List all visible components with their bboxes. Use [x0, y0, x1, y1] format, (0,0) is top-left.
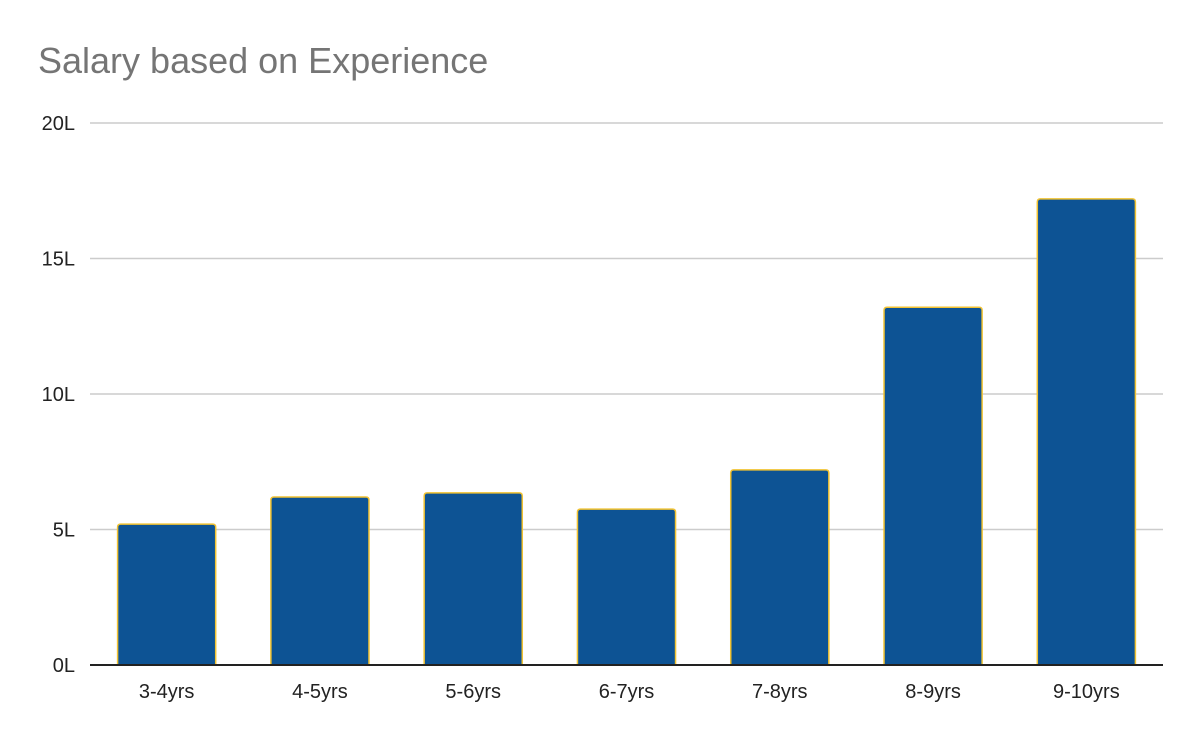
y-tick-label: 20L: [42, 113, 75, 135]
x-tick-label: 5-6yrs: [445, 681, 501, 703]
bar-5-6yrs: [423, 492, 524, 666]
x-tick-label: 9-10yrs: [1053, 681, 1120, 703]
chart-title: Salary based on Experience: [38, 40, 489, 81]
bar-3-4yrs: [116, 523, 217, 666]
y-axis-tick-labels: 0L 5L 10L 15L 20L: [42, 113, 75, 677]
bar-9-10yrs: [1036, 198, 1137, 666]
x-tick-label: 6-7yrs: [599, 681, 655, 703]
x-tick-label: 8-9yrs: [905, 681, 961, 703]
bar-6-7yrs: [576, 508, 677, 666]
bar-7-8yrs: [729, 469, 830, 666]
y-tick-label: 15L: [42, 249, 75, 271]
x-tick-label: 3-4yrs: [139, 681, 195, 703]
x-axis-tick-labels: 3-4yrs 4-5yrs 5-6yrs 6-7yrs 7-8yrs 8-9yrs 9-10…: [139, 681, 1120, 703]
y-tick-label: 0L: [53, 655, 75, 677]
x-tick-label: 4-5yrs: [292, 681, 348, 703]
bar-8-9yrs: [883, 306, 983, 666]
y-tick-label: 10L: [42, 384, 75, 406]
bars: [116, 198, 1137, 666]
bar-4-5yrs: [270, 496, 370, 666]
x-tick-label: 7-8yrs: [752, 681, 808, 703]
gridlines: [90, 122, 1163, 531]
y-tick-label: 5L: [53, 520, 75, 542]
